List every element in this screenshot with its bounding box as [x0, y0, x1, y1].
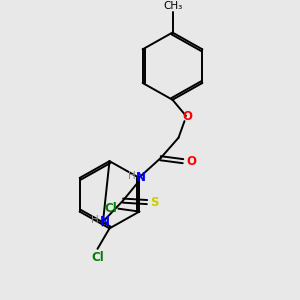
Text: N: N — [136, 171, 146, 184]
Text: Cl: Cl — [104, 202, 117, 214]
Text: CH₃: CH₃ — [163, 1, 182, 10]
Text: O: O — [182, 110, 193, 123]
Text: H: H — [128, 171, 136, 181]
Text: O: O — [186, 155, 196, 168]
Text: N: N — [100, 214, 110, 228]
Text: H: H — [91, 214, 99, 225]
Text: Cl: Cl — [91, 251, 104, 264]
Text: S: S — [151, 196, 159, 208]
